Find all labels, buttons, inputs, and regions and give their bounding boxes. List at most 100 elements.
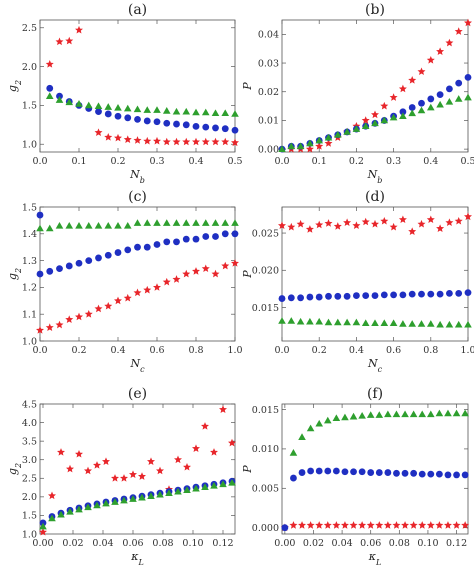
- data-point-star: [401, 521, 409, 529]
- x-tick-label: 0.08: [389, 538, 410, 549]
- data-point-star: [192, 444, 200, 452]
- data-point-star: [104, 133, 112, 141]
- data-point-triangle: [153, 106, 161, 113]
- data-point-circle: [105, 111, 112, 118]
- data-point-circle: [427, 471, 434, 478]
- y-tick-label: 0.020: [252, 266, 279, 277]
- data-point-star: [362, 218, 370, 226]
- data-point-triangle: [182, 219, 190, 226]
- data-point-star: [418, 521, 426, 529]
- data-point-triangle: [334, 319, 342, 326]
- y-tick-label: 2.5: [22, 23, 37, 34]
- data-point-star: [153, 283, 161, 291]
- data-point-circle: [299, 469, 306, 476]
- y-tick-label: 1.0: [22, 529, 37, 540]
- data-point-circle: [344, 293, 351, 300]
- panel-1: (a)0.0 0.1 0.2 0.3 0.4 0.51.01.52.02.5Nbg2: [6, 2, 243, 185]
- data-point-circle: [281, 524, 288, 531]
- x-tick-label: 0.10: [182, 538, 203, 549]
- data-point-circle: [418, 100, 425, 107]
- data-point-circle: [37, 271, 44, 278]
- data-point-star: [57, 448, 65, 456]
- panel-5: (e)0.00 0.02 0.04 0.06 0.08 0.10 0.121.01.52.0…: [6, 386, 236, 566]
- data-point-triangle: [298, 433, 306, 440]
- data-point-star: [371, 111, 379, 119]
- x-axis-label: Nb: [367, 168, 383, 185]
- data-point-star: [183, 463, 191, 471]
- data-point-triangle: [446, 321, 454, 328]
- data-point-star: [445, 39, 453, 47]
- y-axis-label: P: [241, 82, 254, 91]
- y-axis-label: g2: [6, 463, 23, 475]
- x-tick-label: 0.3: [149, 156, 164, 167]
- data-point-triangle: [56, 222, 64, 229]
- data-point-star: [111, 474, 119, 482]
- data-point-triangle: [427, 410, 435, 417]
- x-tick-label: 0.8: [423, 345, 438, 356]
- data-point-triangle: [173, 219, 181, 226]
- data-point-triangle: [182, 108, 190, 115]
- x-tick-label: 0.0: [274, 345, 289, 356]
- y-tick-label: 1.5: [22, 202, 37, 213]
- x-tick-label: 0.10: [417, 538, 438, 549]
- data-point-triangle: [221, 219, 229, 226]
- data-point-triangle: [163, 219, 171, 226]
- data-point-star: [427, 521, 435, 529]
- data-point-triangle: [325, 319, 333, 326]
- data-point-star: [341, 521, 349, 529]
- data-point-star: [358, 521, 366, 529]
- data-point-star: [114, 134, 122, 142]
- data-point-triangle: [75, 222, 83, 229]
- data-point-star: [84, 467, 92, 475]
- data-point-circle: [154, 241, 161, 248]
- data-point-star: [163, 138, 171, 146]
- data-point-triangle: [350, 413, 358, 420]
- data-point-circle: [362, 292, 369, 299]
- data-point-star: [147, 457, 155, 465]
- data-point-triangle: [212, 219, 220, 226]
- data-point-triangle: [436, 321, 444, 328]
- data-point-circle: [316, 294, 323, 301]
- data-point-circle: [183, 236, 190, 243]
- data-point-triangle: [104, 222, 112, 229]
- data-point-triangle: [408, 109, 416, 116]
- data-point-star: [390, 93, 398, 101]
- data-point-star: [66, 465, 74, 473]
- data-point-star: [104, 302, 112, 310]
- panel-title: (c): [128, 189, 147, 205]
- data-point-triangle: [212, 109, 220, 116]
- data-point-star: [75, 313, 83, 321]
- x-tick-label: 0.08: [152, 538, 173, 549]
- data-point-star: [445, 218, 453, 226]
- data-point-circle: [232, 127, 239, 134]
- data-point-circle: [222, 230, 229, 237]
- y-tick-label: 1.4: [22, 229, 37, 240]
- data-point-triangle: [192, 219, 200, 226]
- x-tick-label: 0.4: [188, 156, 203, 167]
- data-point-star: [332, 521, 340, 529]
- plot-frame: [282, 20, 468, 152]
- data-point-triangle: [381, 319, 389, 326]
- y-tick-label: 4.5: [22, 399, 37, 410]
- data-point-star: [399, 85, 407, 93]
- data-point-star: [102, 457, 110, 465]
- y-tick-label: 0.015: [252, 303, 279, 314]
- data-point-triangle: [390, 319, 398, 326]
- data-point-triangle: [315, 420, 323, 427]
- data-point-star: [46, 323, 54, 331]
- data-point-star: [435, 521, 443, 529]
- data-point-star: [153, 137, 161, 145]
- data-point-circle: [124, 246, 131, 253]
- data-point-star: [455, 27, 463, 35]
- data-point-star: [134, 289, 142, 297]
- y-tick-label: 1.0: [22, 140, 37, 151]
- y-tick-label: 1.0: [22, 336, 37, 347]
- data-point-circle: [115, 113, 122, 120]
- x-tick-label: 0.06: [360, 538, 381, 549]
- data-point-star: [399, 215, 407, 223]
- data-point-circle: [350, 468, 357, 475]
- data-point-star: [455, 217, 463, 225]
- y-tick-label: 1.1: [22, 310, 37, 321]
- data-point-triangle: [36, 225, 44, 232]
- x-axis-label: κL: [130, 550, 144, 566]
